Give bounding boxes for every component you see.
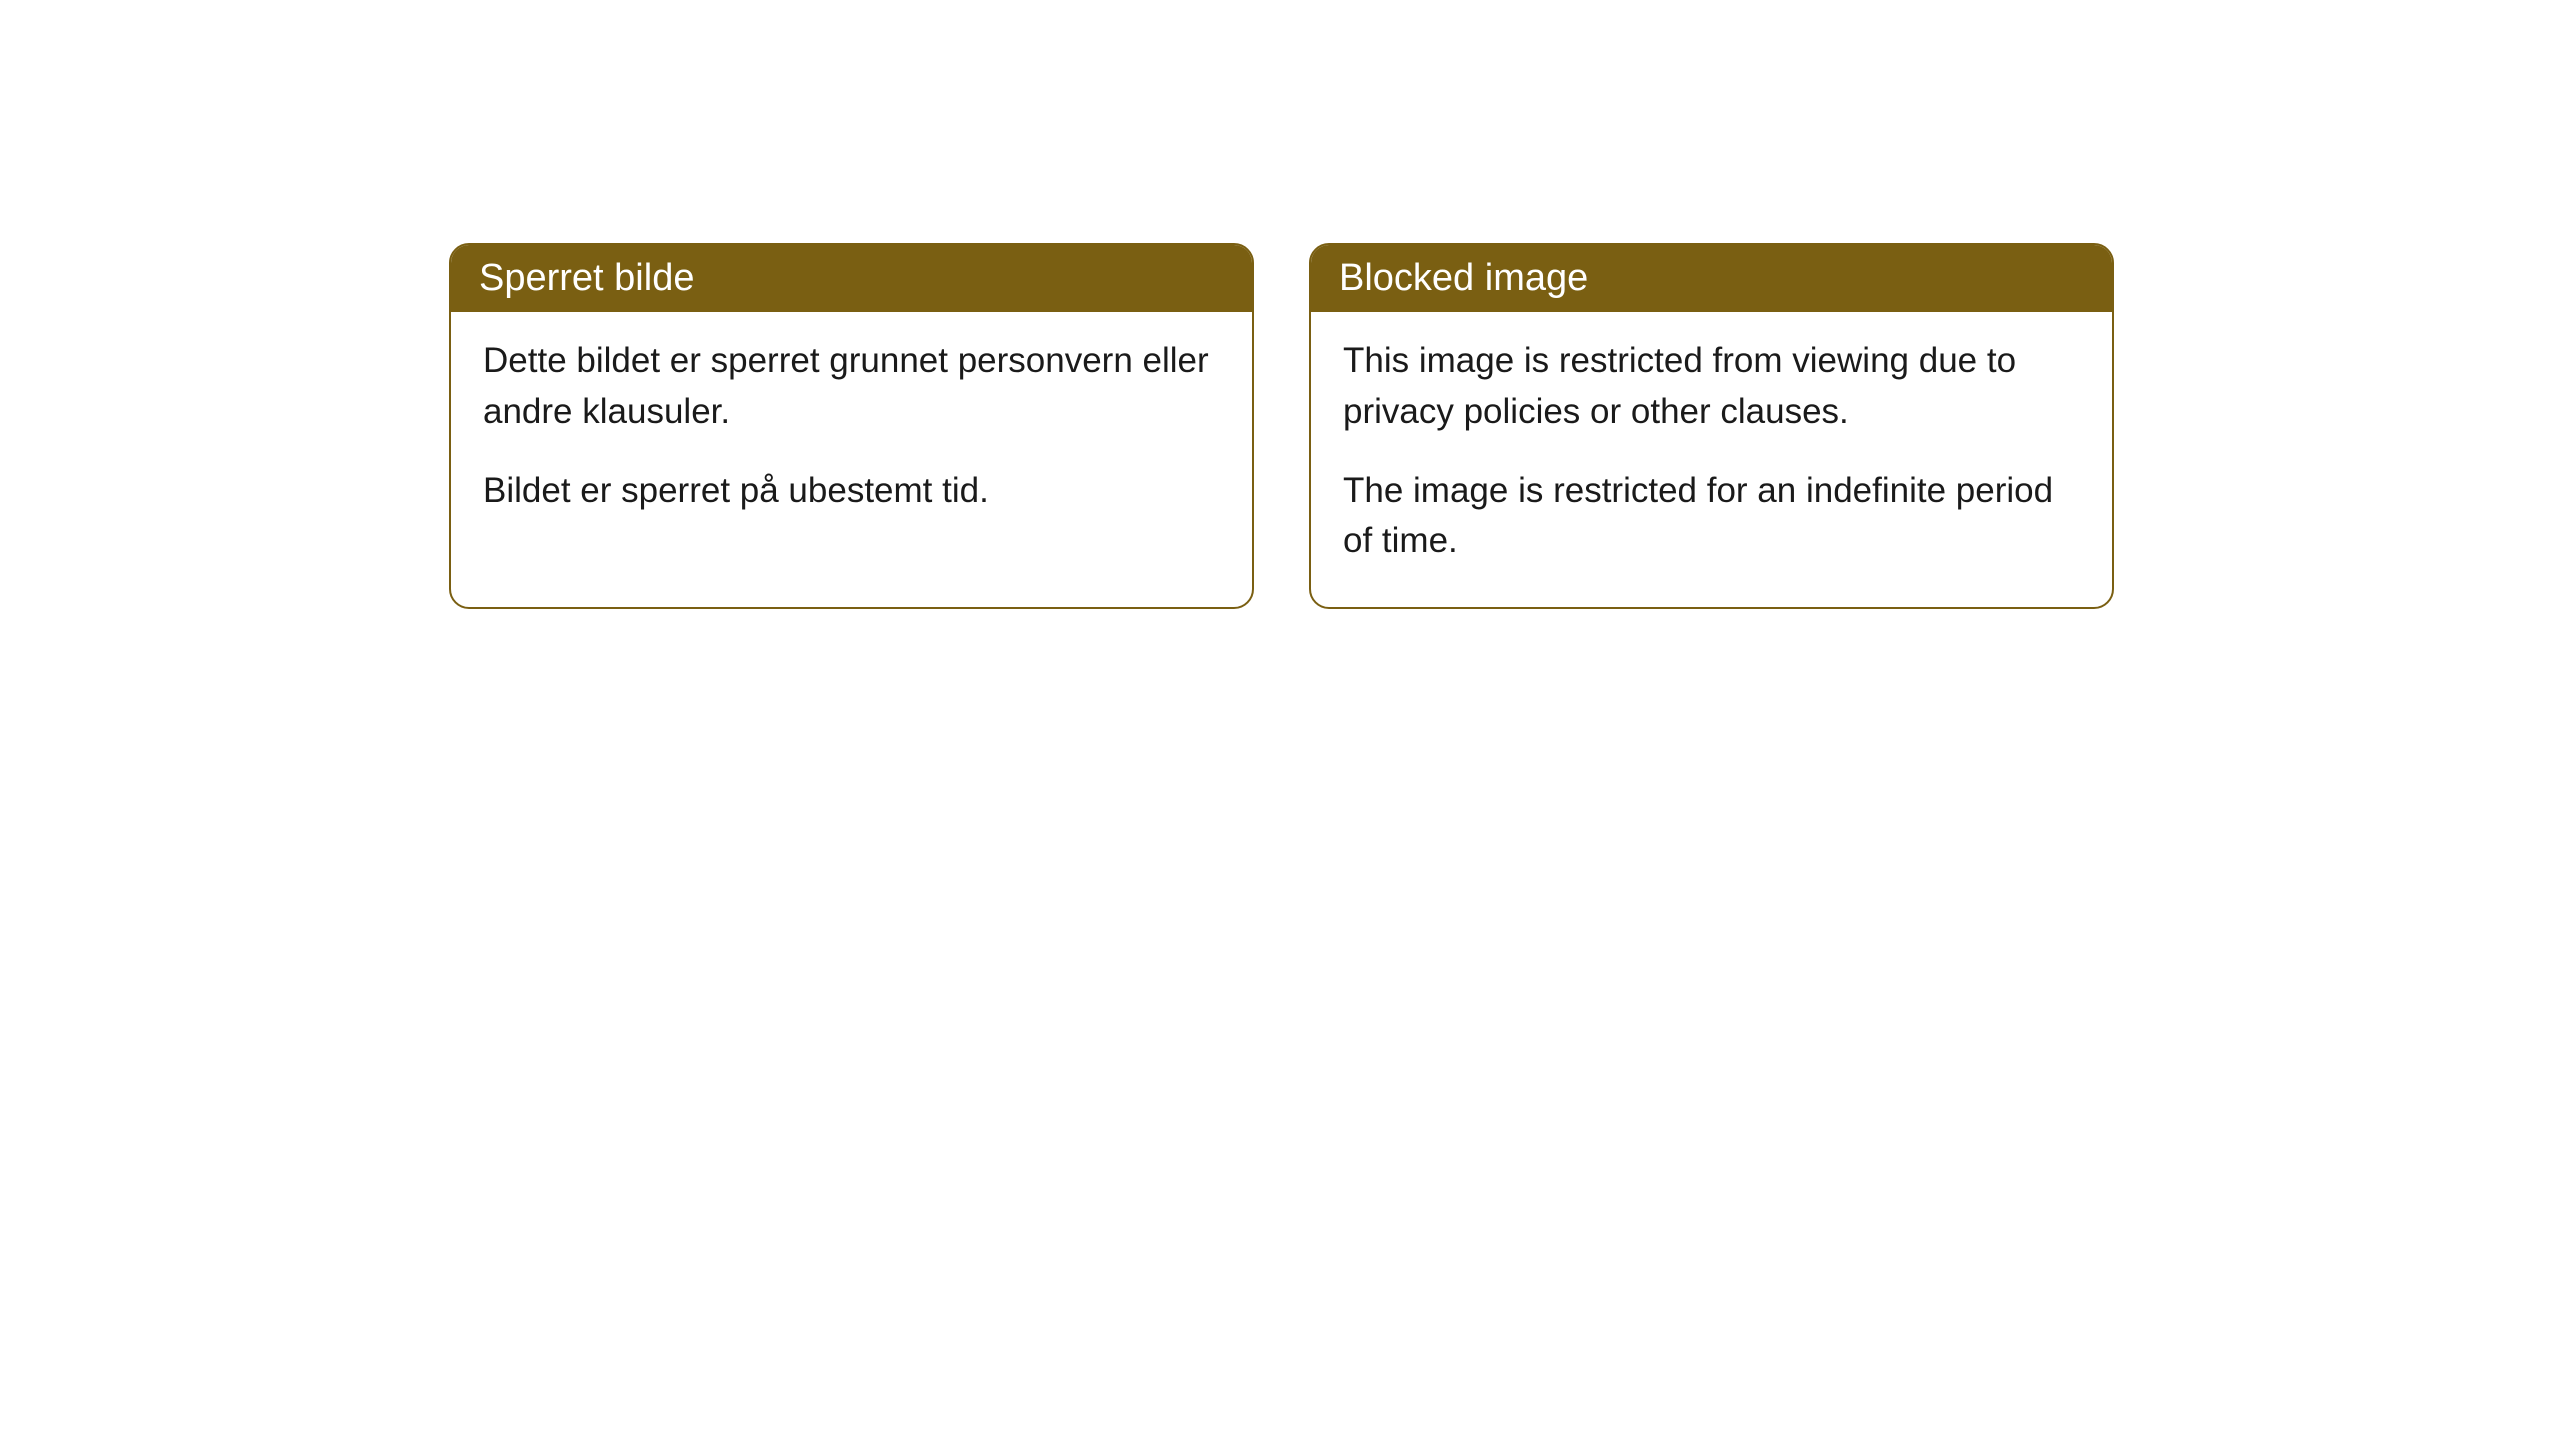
card-header-norwegian: Sperret bilde [451,245,1252,312]
card-header-english: Blocked image [1311,245,2112,312]
card-paragraph: Bildet er sperret på ubestemt tid. [483,466,1220,517]
card-paragraph: The image is restricted for an indefinit… [1343,466,2080,568]
card-paragraph: This image is restricted from viewing du… [1343,336,2080,438]
cards-container: Sperret bilde Dette bildet er sperret gr… [449,243,2114,609]
card-body-english: This image is restricted from viewing du… [1311,312,2112,607]
card-body-norwegian: Dette bildet er sperret grunnet personve… [451,312,1252,556]
card-english: Blocked image This image is restricted f… [1309,243,2114,609]
card-paragraph: Dette bildet er sperret grunnet personve… [483,336,1220,438]
card-norwegian: Sperret bilde Dette bildet er sperret gr… [449,243,1254,609]
